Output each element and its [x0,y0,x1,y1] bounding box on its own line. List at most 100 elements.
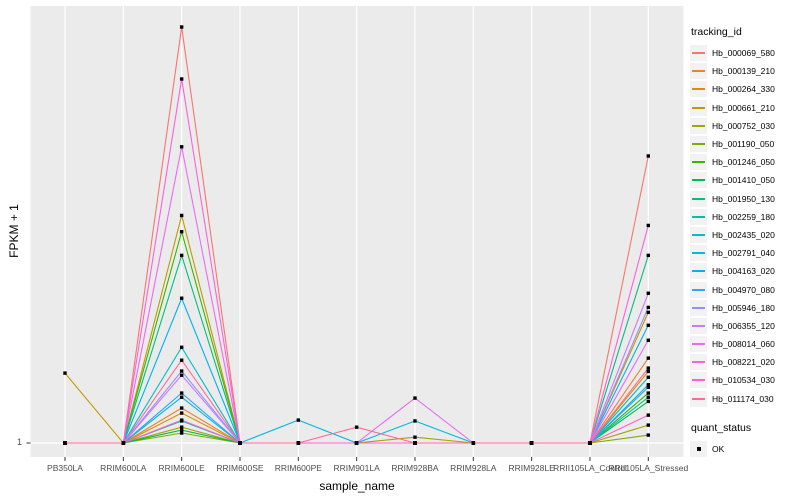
legend-item-label: Hb_001950_130 [712,193,775,204]
x-tick-label: RRIM600LE [158,463,205,473]
data-point [529,441,534,445]
data-point [413,419,417,423]
legend-item: Hb_002259_180 [690,208,798,226]
legend-item: Hb_010534_030 [690,371,798,389]
data-point [179,395,184,399]
legend-key-box [690,336,707,353]
data-point [179,358,184,362]
data-point [179,213,184,218]
data-point [413,396,417,400]
legend-key-line-icon [692,143,705,146]
legend-item-label: Hb_002435_020 [712,229,775,240]
legend-item: Hb_000069_580 [690,44,798,62]
legend-item-label: Hb_011174_030 [712,393,774,404]
data-point [646,369,650,374]
legend-key-box [690,390,707,407]
legend-item: Hb_011174_030 [690,390,798,408]
legend-key-box [690,45,707,62]
legend-key-box [690,263,707,280]
quant-status-legend: quant_status OK [690,422,798,458]
data-point [179,406,184,410]
legend-key-line-icon [692,306,705,309]
legend-item: Hb_008014_060 [690,335,798,353]
legend-item: Hb_000752_030 [690,117,798,135]
legend-key-line-icon [692,179,705,182]
legend-key-box [690,440,707,457]
legend-key-line-icon [692,52,705,55]
data-point [179,373,184,377]
data-point [413,435,417,439]
data-point [179,345,184,350]
legend-items: Hb_000069_580 Hb_000139_210 Hb_000264_330 H… [690,44,798,408]
data-point [646,413,650,417]
data-point [646,323,650,327]
data-point [646,253,650,258]
data-point [646,154,650,158]
data-point [179,229,184,234]
legend-item: Hb_000139_210 [690,62,798,80]
x-tick-label: PB350LA [47,463,83,473]
legend-item: Hb_002791_040 [690,244,798,262]
legend-key-line-icon [692,397,705,400]
legend-key-box [690,281,707,298]
legend-item-label: Hb_002259_180 [712,211,775,222]
legend-item: Hb_004970_080 [690,280,798,298]
data-point [179,77,184,81]
legend-item: Hb_001190_050 [690,135,798,153]
legend-item-label: OK [712,443,725,454]
legend-key-line-icon [692,88,705,91]
data-point [179,431,184,435]
legend-key-line-icon [692,324,705,327]
data-point [179,369,184,373]
legend-key-line-icon [692,252,705,255]
data-point [179,391,184,395]
legend-item-ok: OK [690,440,798,458]
data-point [179,253,184,258]
legend-item-label: Hb_000139_210 [712,66,775,77]
data-point [646,305,650,310]
data-point [413,441,417,445]
data-point [354,425,359,429]
data-point [63,441,67,445]
legend-item: Hb_000661_210 [690,99,798,117]
data-point [121,441,126,445]
data-point [646,385,650,389]
legend-item-label: Hb_001246_050 [712,157,775,168]
legend-key-box [690,299,707,316]
legend-item-label: Hb_000661_210 [712,102,775,113]
legend-item: Hb_005946_180 [690,299,798,317]
data-point [646,356,650,360]
legend-key-box [690,99,707,116]
data-point [179,145,184,149]
x-axis-title: sample_name [319,479,395,493]
data-point [646,399,650,404]
legend-key-line-icon [692,233,705,236]
x-tick-label: RRIM901LA [333,463,380,473]
data-point [646,366,650,370]
data-point [588,441,592,445]
legend-key-box [690,354,707,371]
x-tick-label: RRIM928LA [450,463,497,473]
legend-key-line-icon [692,106,705,109]
data-point [179,411,184,415]
legend-item: Hb_001950_130 [690,190,798,208]
legend-key-line-icon [692,124,705,127]
legend-item-label: Hb_004970_080 [712,284,775,295]
x-tick-label: RRIM928LE [508,463,555,473]
legend-key-box [690,372,707,389]
legend-key-line-icon [692,197,705,200]
legend-key-box [690,117,707,134]
data-point [179,428,184,432]
data-point [646,291,650,295]
data-point [296,418,301,422]
legend-item: Hb_000264_330 [690,80,798,98]
data-point [63,371,67,375]
legend-key-box [690,190,707,207]
legend-title-tracking-id: tracking_id [691,26,742,38]
data-point [646,395,650,399]
legend-key-line-icon [692,70,705,73]
legend-key-box [690,81,707,98]
data-point [646,433,650,437]
